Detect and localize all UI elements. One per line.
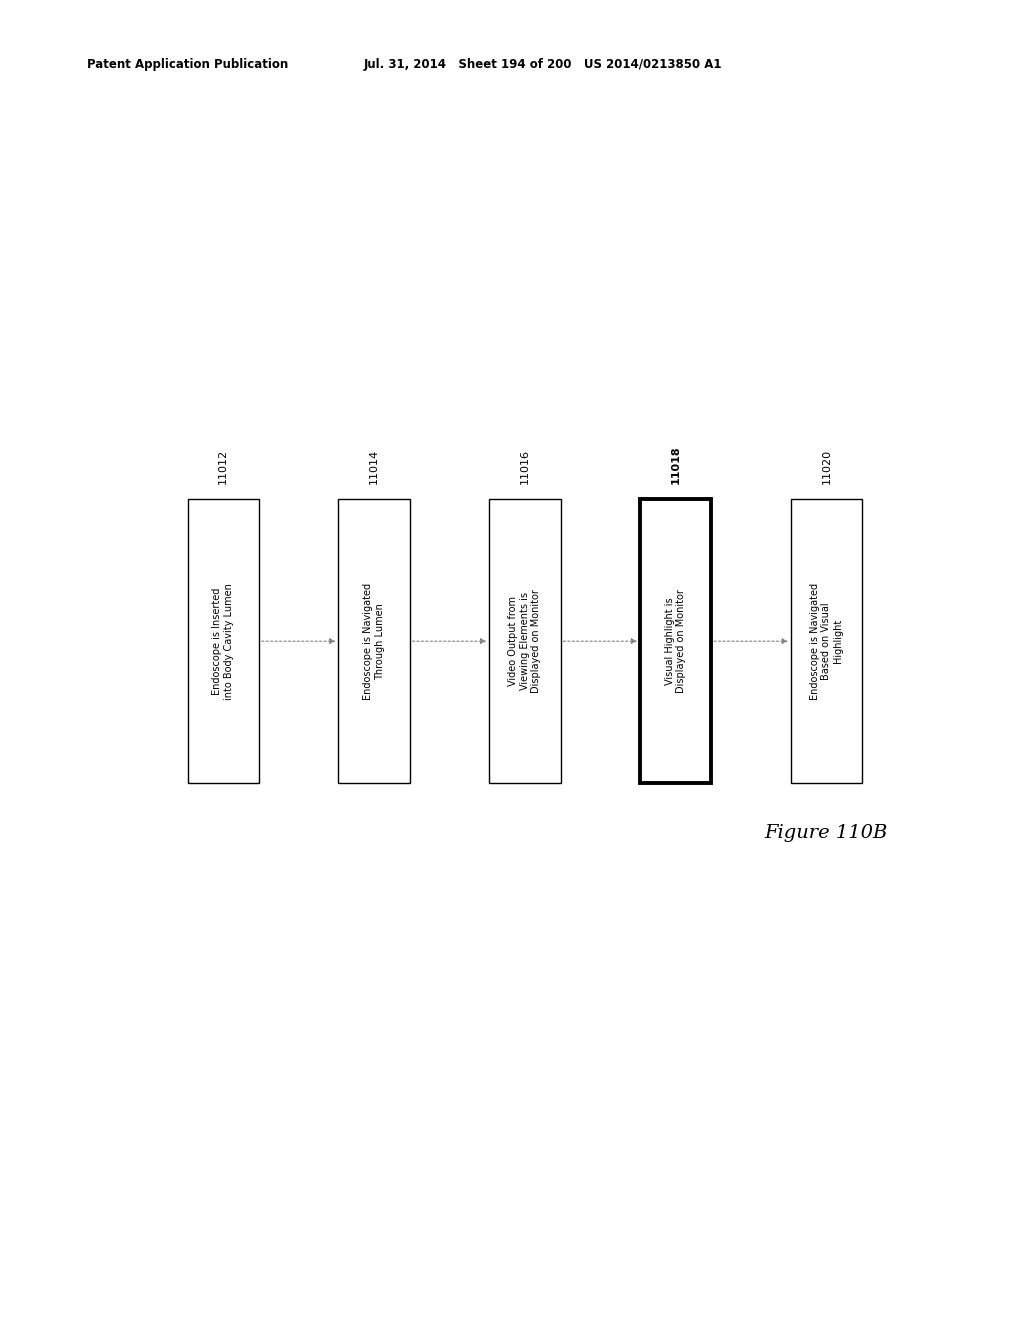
Bar <box>640 499 712 784</box>
Text: 11018: 11018 <box>671 445 681 483</box>
Bar <box>791 499 862 784</box>
Text: Visual Highlight is
Displayed on Monitor: Visual Highlight is Displayed on Monitor <box>665 589 686 693</box>
Text: 11014: 11014 <box>369 449 379 483</box>
Text: Video Output from
Viewing Elements is
Displayed on Monitor: Video Output from Viewing Elements is Di… <box>508 589 542 693</box>
Bar <box>338 499 410 784</box>
Text: Endoscope is Navigated
Based on Visual
Highlight: Endoscope is Navigated Based on Visual H… <box>810 582 843 700</box>
Text: 11020: 11020 <box>821 449 831 483</box>
Text: Endoscope is Navigated
Through Lumen: Endoscope is Navigated Through Lumen <box>364 582 385 700</box>
Text: Jul. 31, 2014   Sheet 194 of 200   US 2014/0213850 A1: Jul. 31, 2014 Sheet 194 of 200 US 2014/0… <box>364 58 722 71</box>
Text: Endoscope is Inserted
into Body Cavity Lumen: Endoscope is Inserted into Body Cavity L… <box>212 582 234 700</box>
Text: Figure 110B: Figure 110B <box>765 824 888 842</box>
Text: 11016: 11016 <box>520 449 529 483</box>
Text: Patent Application Publication: Patent Application Publication <box>87 58 289 71</box>
Bar <box>489 499 560 784</box>
Text: 11012: 11012 <box>218 449 228 483</box>
Bar <box>187 499 259 784</box>
